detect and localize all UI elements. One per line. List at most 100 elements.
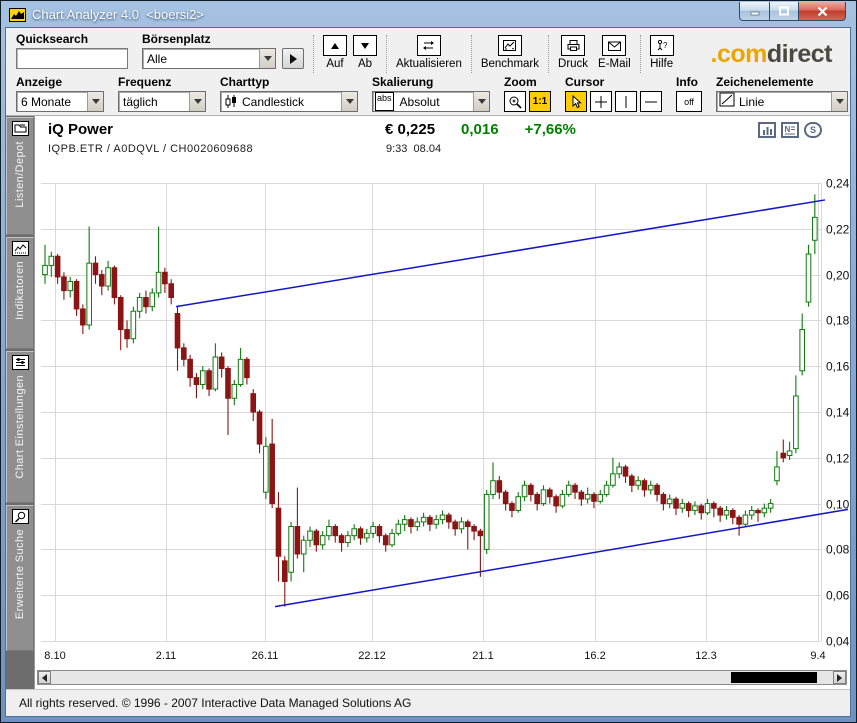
ab-button[interactable]: Ab [353,35,377,70]
quicksearch-input[interactable] [16,48,128,69]
app-icon [9,7,26,22]
toolbar-main: Quicksearch Börsenplatz Alle Auf [6,28,850,75]
toolbar-separator [470,35,472,73]
boersenplatz-field: Börsenplatz Alle [142,33,304,69]
zeichenelemente-group: Zeichenelemente Linie [716,76,856,112]
skalierung-field: Skalierung abs Absolut [372,76,490,112]
candlestick-icon [225,95,236,108]
zeichenelemente-select[interactable]: Linie [716,91,848,112]
abs-icon: abs [375,92,394,111]
volume-icon[interactable] [758,122,776,138]
info-off-button[interactable]: off [676,91,702,112]
listen-depot-icon [11,121,29,136]
dropdown-arrow-icon[interactable] [259,49,275,68]
sidebar-tab-chart-einstellungen[interactable]: Chart Einstellungen [6,351,34,503]
svg-text:0,16: 0,16 [826,360,850,374]
quicksearch-field: Quicksearch [16,33,128,69]
anzeige-select[interactable]: 6 Monate [16,91,104,112]
quote-date: 08.04 [413,143,442,155]
auf-button[interactable]: Auf [323,35,347,70]
dropdown-arrow-icon[interactable] [87,92,103,111]
dropdown-arrow-icon[interactable] [473,92,489,111]
snapquote-icon[interactable]: S [804,122,822,138]
vertical-line-icon [625,95,627,108]
down-triangle-icon [361,42,369,49]
svg-text:21.1: 21.1 [472,650,493,662]
info-group: Info off [676,76,702,112]
dropdown-arrow-icon[interactable] [831,92,847,111]
chart-panel: iQ Power IQPB.ETR / A0DQVL / CH002060968… [34,116,850,689]
line-tool-icon [719,92,735,107]
close-button[interactable] [799,2,846,21]
dropdown-arrow-icon[interactable] [341,92,357,111]
status-bar: All rights reserved. © 1996 - 2007 Inter… [6,689,850,716]
scrollbar-track[interactable] [51,671,833,684]
druck-button[interactable]: Druck [558,35,588,70]
hilfe-button[interactable]: ? Hilfe [649,35,674,70]
frequenz-field: Frequenz täglich [118,76,206,112]
aktualisieren-button[interactable]: Aktualisieren [396,35,462,70]
comdirect-logo: .comdirect [710,40,833,69]
crosshair-icon [595,95,607,108]
sidebar: Listen/Depot Indikatoren Chart Einstellu… [6,116,34,689]
cursor-crosshair-button[interactable] [590,91,612,112]
frequenz-label: Frequenz [118,75,172,89]
quote-change-abs: 0,016 [461,121,499,138]
logo-com: .com [710,40,768,68]
zoom-one-to-one-button[interactable]: 1:1 [529,91,551,112]
svg-text:9.4: 9.4 [810,650,825,662]
toolbar-separator [313,35,314,73]
svg-text:0,14: 0,14 [826,406,850,420]
toolbar-chart-settings: Anzeige 6 Monate Frequenz täglich Chartt… [6,75,850,115]
chart-horizontal-scrollbar[interactable] [37,670,847,685]
skalierung-select[interactable]: abs Absolut [372,91,490,112]
minimize-button[interactable] [739,2,770,21]
cursor-hline-button[interactable] [640,91,662,112]
sidebar-tab-indikatoren[interactable]: Indikatoren [6,237,34,349]
refresh-icon [423,41,435,50]
email-button[interactable]: E-Mail [598,35,631,70]
zoom-in-button[interactable] [504,91,526,112]
scrollbar-thumb[interactable] [731,672,818,683]
scroll-left-icon[interactable] [38,671,51,684]
quote-values: € 0,225 0,016 +7,66% [385,121,576,138]
svg-text:S: S [810,125,816,135]
chart-header-icons: N S [758,122,822,138]
svg-text:0,08: 0,08 [826,543,850,557]
cursor-arrow-button[interactable] [565,91,587,112]
svg-text:12.3: 12.3 [695,650,716,662]
magnifier-icon [509,96,522,109]
svg-text:2.11: 2.11 [156,650,177,662]
news-icon[interactable]: N [781,122,799,138]
svg-text:8.10: 8.10 [44,650,65,662]
arrow-right-icon [289,53,297,64]
svg-text:0,22: 0,22 [826,223,850,237]
help-icon: ? [657,39,668,50]
cursor-vline-button[interactable] [615,91,637,112]
price-chart-svg[interactable]: 0,24 0,22 0,20 0,18 0,16 0,14 0,12 0,10 0,08 0,06… [35,116,853,666]
client-area: Quicksearch Börsenplatz Alle Auf [5,27,851,717]
sidebar-tab-listen-depot[interactable]: Listen/Depot [6,117,34,235]
main-area: Listen/Depot Indikatoren Chart Einstellu… [6,115,850,689]
dropdown-arrow-icon[interactable] [189,92,205,111]
benchmark-icon [503,40,517,51]
svg-text:22.12: 22.12 [358,650,386,662]
boersenplatz-open-button[interactable] [282,48,304,69]
frequenz-select[interactable]: täglich [118,91,206,112]
title-bar: Chart Analyzer 4.0 <boersi2> [1,2,856,27]
sidebar-tab-erweiterte-suche[interactable]: Erweiterte Suche [6,505,34,651]
info-label: Info [676,75,698,89]
benchmark-button[interactable]: Benchmark [481,35,539,70]
toolbar-separator [639,35,641,73]
svg-text:0,06: 0,06 [826,589,850,603]
svg-text:0,04: 0,04 [826,635,850,649]
instrument-name: iQ Power [48,121,114,138]
cursor-arrow-icon [572,94,582,108]
charttyp-select[interactable]: Candlestick [220,91,358,112]
svg-text:0,12: 0,12 [826,452,850,466]
maximize-button[interactable] [770,2,799,21]
boersenplatz-value: Alle [147,51,168,66]
boersenplatz-select[interactable]: Alle [142,48,276,69]
scroll-right-icon[interactable] [833,671,846,684]
